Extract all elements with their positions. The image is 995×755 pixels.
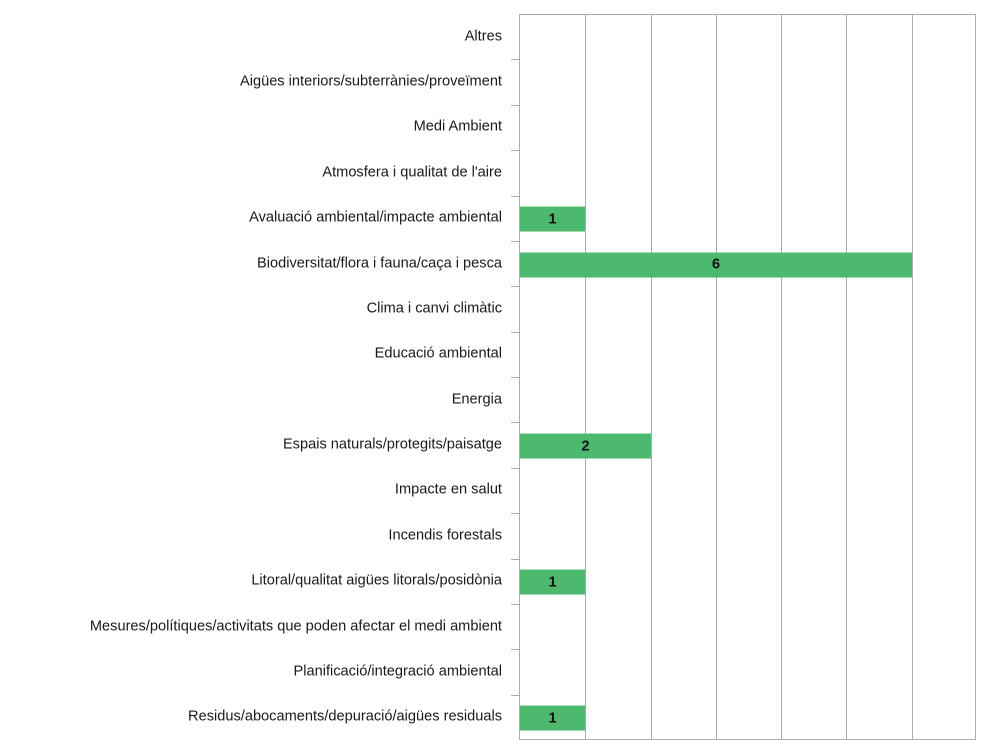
category-label: Biodiversitat/flora i fauna/caça i pesca	[257, 255, 502, 272]
bar-value-label: 6	[711, 256, 721, 273]
bar[interactable]: 2	[520, 433, 651, 459]
bar[interactable]: 1	[520, 569, 585, 595]
gridline	[781, 15, 782, 739]
axis-tick	[511, 195, 519, 197]
axis-tick	[511, 286, 519, 288]
axis-tick	[511, 104, 519, 106]
bar[interactable]: 1	[520, 206, 585, 232]
category-label: Medi Ambient	[413, 119, 502, 136]
axis-tick	[511, 331, 519, 333]
axis-tick	[511, 422, 519, 424]
bar-value-label: 1	[548, 710, 557, 727]
axis-tick	[511, 150, 519, 152]
bar[interactable]: 1	[520, 705, 585, 731]
category-label: Litoral/qualitat aigües litorals/posidòn…	[251, 572, 502, 589]
axis-tick	[511, 649, 519, 651]
bar-value-label: 1	[548, 573, 557, 590]
gridline	[716, 15, 717, 739]
axis-tick	[511, 377, 519, 378]
gridline	[651, 15, 652, 739]
gridline	[585, 15, 586, 739]
category-label: Clima i canvi climàtic	[366, 300, 502, 317]
plot-area: 1 6 2 1 1	[519, 14, 976, 740]
axis-tick	[511, 240, 519, 242]
category-axis-labels: Altres Aigües interiors/subterrànies/prov…	[89, 28, 502, 726]
category-label: Impacte en salut	[394, 482, 502, 499]
axis-tick	[511, 59, 519, 61]
gridline	[912, 15, 913, 739]
bar-value-label: 1	[548, 210, 557, 227]
bar-value-label: 2	[581, 437, 590, 454]
category-label: Planificació/integració ambiental	[293, 663, 502, 680]
category-label: Altres	[464, 28, 502, 45]
axis-tick	[511, 603, 519, 605]
category-label: Residus/abocaments/depuració/aigües resi…	[188, 709, 502, 726]
axis-tick	[511, 513, 519, 515]
category-label: Incendis forestals	[388, 527, 502, 544]
bar[interactable]: 6	[520, 252, 912, 278]
axis-tick	[511, 694, 519, 696]
axis-tick	[511, 558, 519, 560]
category-label: Atmosfera i qualitat de l'aire	[322, 164, 502, 181]
category-label: Educació ambiental	[374, 346, 502, 363]
category-label: Mesures/polítiques/activitats que poden …	[89, 618, 502, 635]
axis-tick	[511, 467, 519, 469]
category-label: Aigües interiors/subterrànies/proveïment	[239, 73, 502, 90]
gridline	[846, 15, 847, 739]
category-label: Espais naturals/protegits/paisatge	[282, 436, 502, 453]
category-label: Avaluació ambiental/impacte ambiental	[249, 209, 502, 226]
category-label: Energia	[451, 391, 502, 408]
